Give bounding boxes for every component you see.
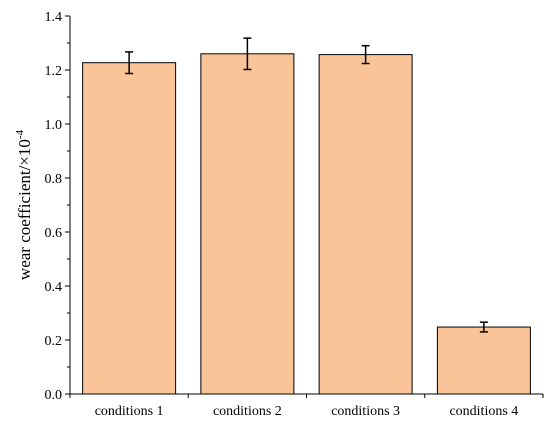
y-tick-label-3: 0.6 (45, 226, 63, 241)
bars-group (82, 53, 531, 395)
x-tick-label-4: conditions 4 (449, 404, 518, 419)
y-tick-label-7: 1.4 (45, 10, 63, 25)
x-tick-label-2: conditions 2 (213, 404, 282, 419)
y-tick-label-4: 0.8 (45, 172, 63, 187)
error-bars-group (125, 37, 488, 333)
bar-2 (200, 53, 295, 395)
y-tick-label-5: 1.0 (45, 118, 63, 133)
x-tick-label-3: conditions 3 (331, 404, 400, 419)
bar-4 (436, 326, 531, 395)
y-ticks-group: 0.0 0.2 0.4 0.6 0.8 1.0 1.2 1.4 (45, 10, 70, 403)
y-tick-label-0: 0.0 (45, 388, 63, 403)
y-axis-title-text: wear coefficient/×10 (15, 139, 34, 280)
y-axis-title-exponent: -4 (14, 129, 26, 139)
x-tick-label-1: conditions 1 (95, 404, 164, 419)
x-ticks-group: conditions 1 conditions 2 conditions 3 cond… (69, 394, 544, 419)
bar-1 (82, 62, 177, 395)
y-tick-label-6: 1.2 (45, 64, 63, 79)
y-axis-title: wear coefficient/×10-4 (14, 129, 34, 280)
y-tick-label-1: 0.2 (45, 334, 63, 349)
bar-3 (318, 54, 413, 395)
y-tick-label-2: 0.4 (45, 280, 63, 295)
